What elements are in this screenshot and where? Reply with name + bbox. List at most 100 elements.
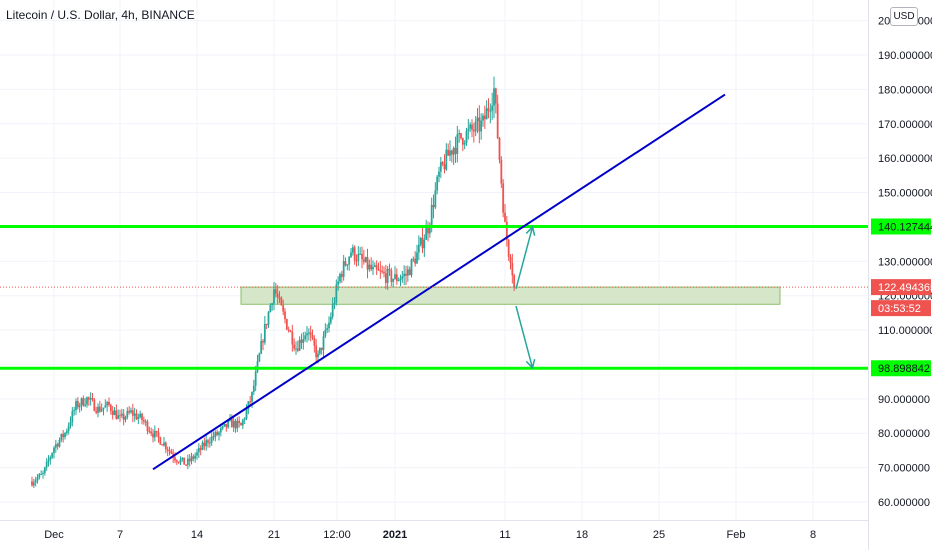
candle-body bbox=[293, 344, 296, 349]
candle-body bbox=[58, 440, 61, 447]
candle-body bbox=[131, 410, 134, 416]
candle-body bbox=[357, 253, 360, 261]
candle-body bbox=[485, 108, 488, 120]
candle-body bbox=[36, 477, 39, 481]
candle-body bbox=[126, 410, 129, 418]
candle-body bbox=[403, 273, 406, 277]
candles bbox=[31, 76, 516, 489]
candle-body bbox=[366, 257, 369, 270]
y-tick-label: 160.000000 bbox=[878, 153, 932, 165]
candle-body bbox=[113, 410, 116, 416]
candle-body bbox=[428, 225, 431, 234]
candle-body bbox=[179, 459, 182, 463]
candle-body bbox=[247, 401, 250, 410]
candle-body bbox=[441, 162, 444, 165]
candle-body bbox=[432, 204, 435, 208]
candle-body bbox=[373, 265, 376, 267]
candle-body bbox=[278, 297, 281, 299]
grid bbox=[0, 0, 868, 520]
candle-body bbox=[458, 132, 461, 135]
candle-body bbox=[177, 461, 180, 463]
candle-body bbox=[141, 413, 143, 421]
candle-body bbox=[152, 433, 154, 438]
candle-body bbox=[91, 398, 94, 400]
candle-body bbox=[364, 257, 367, 262]
current-price-label: 122.494365 bbox=[878, 282, 932, 294]
candle-body bbox=[388, 268, 391, 271]
time-axis: Dec 7 14 21 12:00 2021 11 18 25 Feb 8 bbox=[44, 529, 816, 541]
candle-body bbox=[32, 482, 35, 486]
candle-body bbox=[449, 150, 451, 156]
candle-body bbox=[199, 448, 202, 450]
candle-body bbox=[208, 442, 211, 444]
x-tick-label: 12:00 bbox=[323, 529, 351, 541]
candle-body bbox=[230, 418, 233, 428]
arrow-head bbox=[525, 225, 536, 236]
candle-body bbox=[513, 275, 516, 288]
level-label: 140.127444 bbox=[878, 221, 932, 233]
projection-arrow[interactable] bbox=[515, 305, 536, 370]
x-tick-label: 2021 bbox=[383, 529, 407, 541]
x-tick-label: 18 bbox=[576, 529, 588, 541]
candle-body bbox=[54, 444, 57, 448]
y-tick-label: 110.000000 bbox=[878, 325, 932, 337]
candle-body bbox=[384, 273, 387, 283]
candle-body bbox=[51, 453, 54, 458]
candle-body bbox=[317, 353, 319, 358]
candle-body bbox=[285, 319, 288, 330]
trendline[interactable] bbox=[152, 93, 726, 471]
x-tick-label: 25 bbox=[653, 529, 665, 541]
currency-button[interactable]: USD bbox=[890, 7, 918, 26]
candle-body bbox=[128, 410, 131, 413]
arrow-head bbox=[525, 358, 536, 370]
candle-body bbox=[500, 159, 503, 184]
candle-body bbox=[164, 442, 167, 450]
candle-body bbox=[414, 258, 417, 264]
candle-body bbox=[315, 345, 318, 358]
y-tick-label: 60.000000 bbox=[878, 497, 930, 509]
candle-body bbox=[93, 399, 96, 411]
candle-body bbox=[326, 328, 329, 330]
support-zone[interactable] bbox=[240, 286, 781, 305]
candle-body bbox=[245, 409, 248, 419]
level-label-bg bbox=[871, 218, 931, 235]
candle-body bbox=[122, 413, 125, 420]
candle-body bbox=[434, 190, 437, 208]
candle-body bbox=[227, 420, 230, 428]
candle-body bbox=[82, 398, 85, 406]
candle-body bbox=[302, 339, 305, 343]
candle-body bbox=[45, 461, 48, 468]
candle-body bbox=[295, 348, 297, 350]
candle-body bbox=[219, 428, 222, 433]
candle-body bbox=[408, 269, 411, 276]
candle-body bbox=[274, 289, 277, 294]
projection-arrow[interactable] bbox=[515, 225, 536, 290]
candle-body bbox=[425, 228, 428, 240]
price-axis: 60.000000 70.000000 80.000000 90.000000 110.… bbox=[878, 16, 932, 509]
candle-body bbox=[282, 305, 285, 312]
candle-body bbox=[197, 448, 200, 453]
candle-body bbox=[53, 447, 55, 454]
candle-body bbox=[271, 303, 274, 306]
candle-body bbox=[133, 413, 136, 416]
candle-body bbox=[467, 128, 470, 131]
candle-body bbox=[175, 460, 178, 462]
candle-body bbox=[450, 150, 453, 155]
candle-body bbox=[205, 440, 208, 447]
candle-body bbox=[186, 458, 189, 465]
candle-body bbox=[460, 132, 462, 139]
candle-body bbox=[417, 244, 420, 253]
candle-body bbox=[287, 329, 290, 331]
candle-body bbox=[60, 433, 63, 441]
candle-body bbox=[65, 430, 68, 434]
candle-body bbox=[421, 237, 424, 249]
candle-body bbox=[471, 124, 473, 130]
candle-body bbox=[489, 110, 492, 112]
candle-body bbox=[168, 450, 171, 452]
candle-body bbox=[71, 411, 74, 423]
candle-body bbox=[69, 422, 72, 426]
candle-body bbox=[212, 436, 215, 438]
candle-body bbox=[267, 312, 270, 326]
candle-body bbox=[507, 239, 510, 257]
